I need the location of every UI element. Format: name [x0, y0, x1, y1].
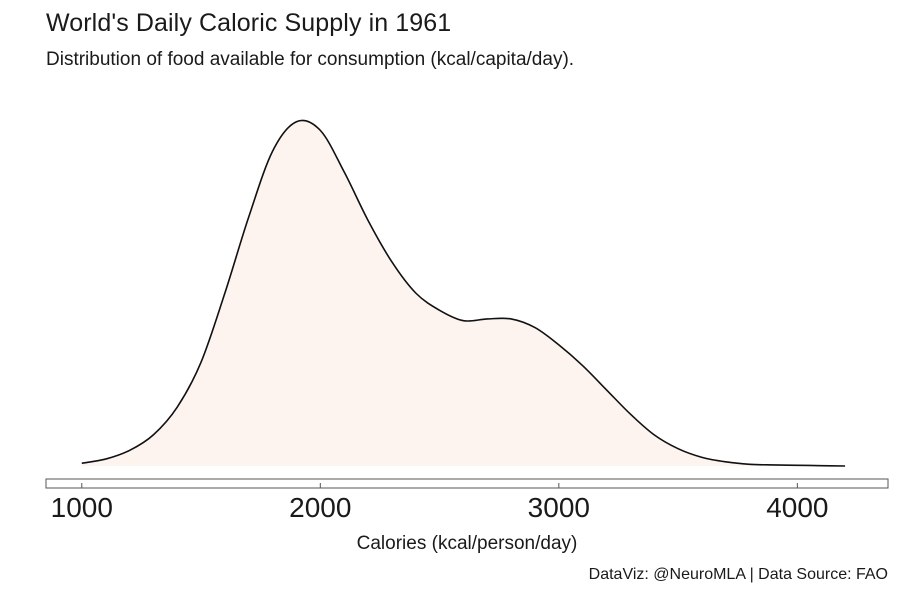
x-tick-label: 1000 — [51, 492, 113, 523]
x-tick-label: 4000 — [766, 492, 828, 523]
plot-area — [81, 119, 846, 467]
x-axis-title: Calories (kcal/person/day) — [357, 533, 578, 554]
x-axis-line — [45, 478, 889, 489]
x-axis-tick-labels: 1000 2000 3000 4000 — [51, 492, 829, 523]
chart-title: World's Daily Caloric Supply in 1961 — [46, 9, 452, 37]
density-area — [81, 120, 846, 466]
x-tick-label: 2000 — [289, 492, 351, 523]
data-source-caption: DataViz: @NeuroMLA | Data Source: FAO — [588, 566, 888, 583]
density-curve — [81, 119, 846, 467]
x-axis-ticks — [81, 483, 798, 488]
chart-subtitle: Distribution of food available for consu… — [46, 49, 575, 70]
x-tick-label: 3000 — [528, 492, 590, 523]
